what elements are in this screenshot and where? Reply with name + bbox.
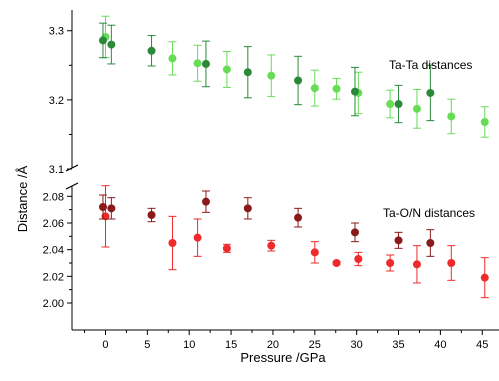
x-axis-label: Pressure /GPa	[240, 350, 326, 365]
data-point	[107, 204, 116, 213]
y-tick-label: 3.2	[49, 95, 64, 107]
data-point	[243, 204, 252, 213]
ta-ta-annotation: Ta-Ta distances	[389, 58, 472, 72]
data-point	[447, 259, 456, 267]
x-tick-label: 20	[267, 339, 279, 351]
data-point	[412, 104, 421, 113]
data-point	[480, 117, 489, 126]
data-point	[98, 203, 107, 211]
data-point	[101, 212, 110, 221]
data-point	[267, 71, 276, 80]
x-tick-label: 25	[309, 339, 321, 351]
y-tick-label: 3.3	[49, 26, 64, 38]
data-point	[354, 255, 363, 263]
y-tick-label: 2.06	[43, 218, 64, 230]
y-tick-label: 3.1	[49, 164, 64, 176]
x-tick-label: 45	[476, 339, 488, 351]
x-tick-label: 15	[225, 339, 237, 351]
x-tick-label: 30	[351, 339, 363, 351]
data-point	[243, 68, 252, 77]
y-tick-label: 2.02	[43, 271, 64, 283]
data-point	[193, 59, 202, 68]
chart-labels: Distance /Å Pressure /GPa Ta-Ta distance…	[15, 58, 475, 365]
axis-break-mark	[65, 164, 79, 172]
data-point	[201, 197, 210, 206]
chart-marks	[98, 15, 489, 299]
data-point	[107, 40, 116, 49]
data-point	[310, 248, 319, 257]
data-point	[201, 59, 210, 68]
data-point	[426, 239, 435, 247]
data-point	[447, 112, 456, 121]
data-point	[332, 259, 341, 267]
data-point	[294, 76, 303, 85]
x-tick-label: 35	[392, 339, 404, 351]
data-point	[394, 236, 403, 245]
data-point	[267, 241, 276, 250]
data-point	[98, 36, 107, 45]
y-axis-label: Distance /Å	[15, 165, 30, 232]
x-tick-label: 40	[434, 339, 446, 351]
data-point	[222, 244, 231, 253]
data-point	[310, 84, 319, 93]
y-tick-label: 2.08	[43, 191, 64, 203]
data-point	[193, 233, 202, 242]
data-point	[386, 100, 395, 109]
data-point	[147, 211, 156, 219]
data-point	[412, 260, 421, 269]
data-point	[480, 273, 489, 282]
data-point	[394, 100, 403, 109]
data-point	[168, 239, 177, 247]
data-point	[168, 54, 177, 63]
data-point	[222, 65, 231, 74]
y-tick-label: 2.00	[43, 298, 64, 310]
ta-o-n-annotation: Ta-O/N distances	[383, 206, 475, 220]
y-tick-label: 2.04	[43, 245, 64, 257]
axis-break-mark	[65, 182, 79, 190]
x-tick-label: 10	[183, 339, 195, 351]
data-point	[350, 228, 359, 237]
data-point	[426, 88, 435, 97]
chart-axes: 0 5 10 15 20 25 30 35 40 45 3.1 3.2 3.3 2.00 2.02 2.04 2…	[43, 10, 499, 351]
x-tick-label: 0	[102, 339, 108, 351]
data-point	[294, 213, 303, 222]
x-tick-label: 5	[144, 339, 150, 351]
data-point	[147, 46, 156, 55]
data-point	[332, 84, 341, 93]
data-point	[350, 87, 359, 96]
data-point	[386, 259, 395, 267]
